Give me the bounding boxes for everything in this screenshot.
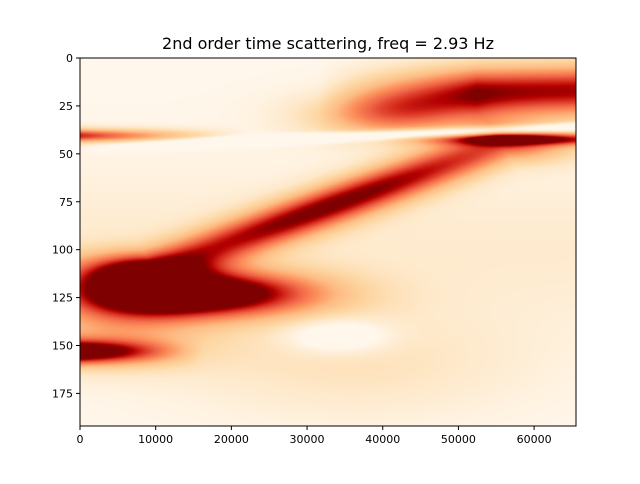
heatmap-image xyxy=(80,58,576,426)
x-tick-label: 20000 xyxy=(214,433,249,446)
x-axis: 0 10000 20000 30000 40000 50000 60000 xyxy=(77,426,552,446)
y-tick-label: 0 xyxy=(66,52,73,65)
y-tick-label: 50 xyxy=(59,148,73,161)
plot-area xyxy=(79,57,577,427)
plot-frame xyxy=(79,57,577,427)
x-tick-label: 30000 xyxy=(290,433,325,446)
x-tick-label: 0 xyxy=(77,433,84,446)
y-tick-label: 25 xyxy=(59,100,73,113)
y-tick-label: 100 xyxy=(52,244,73,257)
x-tick-label: 10000 xyxy=(138,433,173,446)
y-tick-label: 75 xyxy=(59,196,73,209)
y-tick-label: 150 xyxy=(52,340,73,353)
x-tick-label: 60000 xyxy=(517,433,552,446)
y-tick-label: 125 xyxy=(52,292,73,305)
y-tick-label: 175 xyxy=(52,387,73,400)
x-tick-label: 40000 xyxy=(365,433,400,446)
chart-title: 2nd order time scattering, freq = 2.93 H… xyxy=(162,34,494,53)
y-axis: 0 25 50 75 100 125 150 175 xyxy=(52,52,80,400)
x-tick-label: 50000 xyxy=(441,433,476,446)
